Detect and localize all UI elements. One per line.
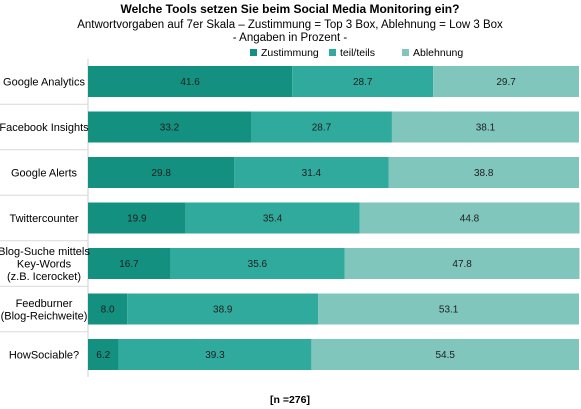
- value-label-twittercounter-zustimmung: 19.9: [127, 214, 147, 225]
- chart-subtitle-line-2: - Angaben in Prozent -: [233, 32, 348, 44]
- bar-google-alerts-ablehnung: [388, 157, 579, 188]
- chart-title: Welche Tools setzen Sie beim Social Medi…: [121, 2, 460, 16]
- bar-facebook-insights-zustimmung: [88, 111, 252, 143]
- value-label-google-analytics-teil-teils: 28.7: [353, 77, 373, 88]
- value-label-google-alerts-zustimmung: 29.8: [151, 168, 171, 179]
- bar-blog-suche-mittels-key-words-z-b-icerocket-zustimmung: [88, 248, 170, 279]
- bar-feedburner-blog-reichweite-ablehnung: [318, 293, 579, 325]
- value-label-google-alerts-teil-teils: 31.4: [302, 168, 322, 179]
- bar-feedburner-blog-reichweite-zustimmung: [88, 293, 128, 325]
- legend-swatch-zustimmung: [250, 49, 257, 56]
- bar-facebook-insights-ablehnung: [391, 111, 579, 143]
- value-label-feedburner-blog-reichweite-zustimmung: 8.0: [101, 305, 115, 316]
- bar-twittercounter-teil-teils: [185, 202, 360, 234]
- legend-swatch-ablehnung: [402, 49, 409, 56]
- sample-size-note: [n =276]: [270, 394, 310, 406]
- legend-label-zustimmung: Zustimmung: [261, 47, 319, 59]
- category-label-google-alerts: Google Alerts: [11, 168, 78, 180]
- bar-howsociable-ablehnung: [311, 339, 579, 370]
- category-label-facebook-insights: Facebook Insights: [0, 122, 89, 134]
- value-label-howsociable-ablehnung: 54.5: [435, 350, 455, 361]
- value-label-howsociable-zustimmung: 6.2: [96, 350, 110, 361]
- value-label-blog-suche-mittels-key-words-z-b-icerocket-teil-teils: 35.6: [248, 259, 268, 270]
- value-label-facebook-insights-zustimmung: 33.2: [160, 123, 180, 134]
- bar-twittercounter-zustimmung: [88, 202, 186, 234]
- bars: 41.6 28.7 29.7 33.2 28.7 38.1 29.8 31.4 38.8 19.9…: [87, 59, 580, 377]
- value-label-google-analytics-ablehnung: 29.7: [496, 77, 516, 88]
- bar-howsociable-zustimmung: [88, 339, 119, 370]
- bar-feedburner-blog-reichweite-teil-teils: [127, 293, 319, 325]
- bar-google-alerts-zustimmung: [88, 157, 235, 188]
- legend-swatch-teil-teils: [329, 49, 336, 56]
- bar-google-analytics-zustimmung: [88, 66, 293, 97]
- bar-blog-suche-mittels-key-words-z-b-icerocket-ablehnung: [344, 248, 580, 279]
- value-label-facebook-insights-ablehnung: 38.1: [476, 123, 496, 134]
- category-label-blog-suche-mittels-key-words-z-b-icerocket: Blog-Suche mittels Key-Words (z.B. Icerock…: [0, 246, 90, 283]
- bar-google-analytics-ablehnung: [433, 66, 579, 97]
- category-label-twittercounter: Twittercounter: [9, 213, 78, 225]
- value-label-blog-suche-mittels-key-words-z-b-icerocket-zustimmung: 16.7: [119, 259, 139, 270]
- legend-label-teil-teils: teil/teils: [340, 47, 375, 59]
- bar-google-analytics-teil-teils: [292, 66, 434, 97]
- value-label-feedburner-blog-reichweite-ablehnung: 53.1: [439, 305, 459, 316]
- value-label-twittercounter-ablehnung: 44.8: [460, 214, 480, 225]
- bar-blog-suche-mittels-key-words-z-b-icerocket-teil-teils: [169, 248, 345, 279]
- bar-twittercounter-ablehnung: [359, 202, 580, 234]
- value-label-blog-suche-mittels-key-words-z-b-icerocket-ablehnung: 47.8: [452, 259, 472, 270]
- value-label-google-analytics-zustimmung: 41.6: [180, 77, 200, 88]
- value-label-google-alerts-ablehnung: 38.8: [474, 168, 494, 179]
- legend: Zustimmung teil/teils Ablehnung: [250, 47, 463, 59]
- value-label-facebook-insights-teil-teils: 28.7: [312, 123, 332, 134]
- category-labels: Google Analytics Facebook Insights Google …: [0, 77, 90, 362]
- bar-google-alerts-teil-teils: [234, 157, 389, 188]
- category-label-feedburner-blog-reichweite: Feedburner (Blog-Reichweite): [1, 298, 88, 323]
- value-label-twittercounter-teil-teils: 35.4: [263, 214, 283, 225]
- chart-subtitle-line-1: Antwortvorgaben auf 7er Skala – Zustimmu…: [77, 19, 503, 31]
- bar-howsociable-teil-teils: [118, 339, 312, 370]
- category-label-google-analytics: Google Analytics: [3, 77, 85, 89]
- bar-facebook-insights-teil-teils: [251, 111, 392, 143]
- category-label-howsociable: HowSociable?: [9, 350, 79, 362]
- value-label-howsociable-teil-teils: 39.3: [205, 350, 225, 361]
- value-label-feedburner-blog-reichweite-teil-teils: 38.9: [213, 305, 233, 316]
- legend-label-ablehnung: Ablehnung: [413, 47, 463, 59]
